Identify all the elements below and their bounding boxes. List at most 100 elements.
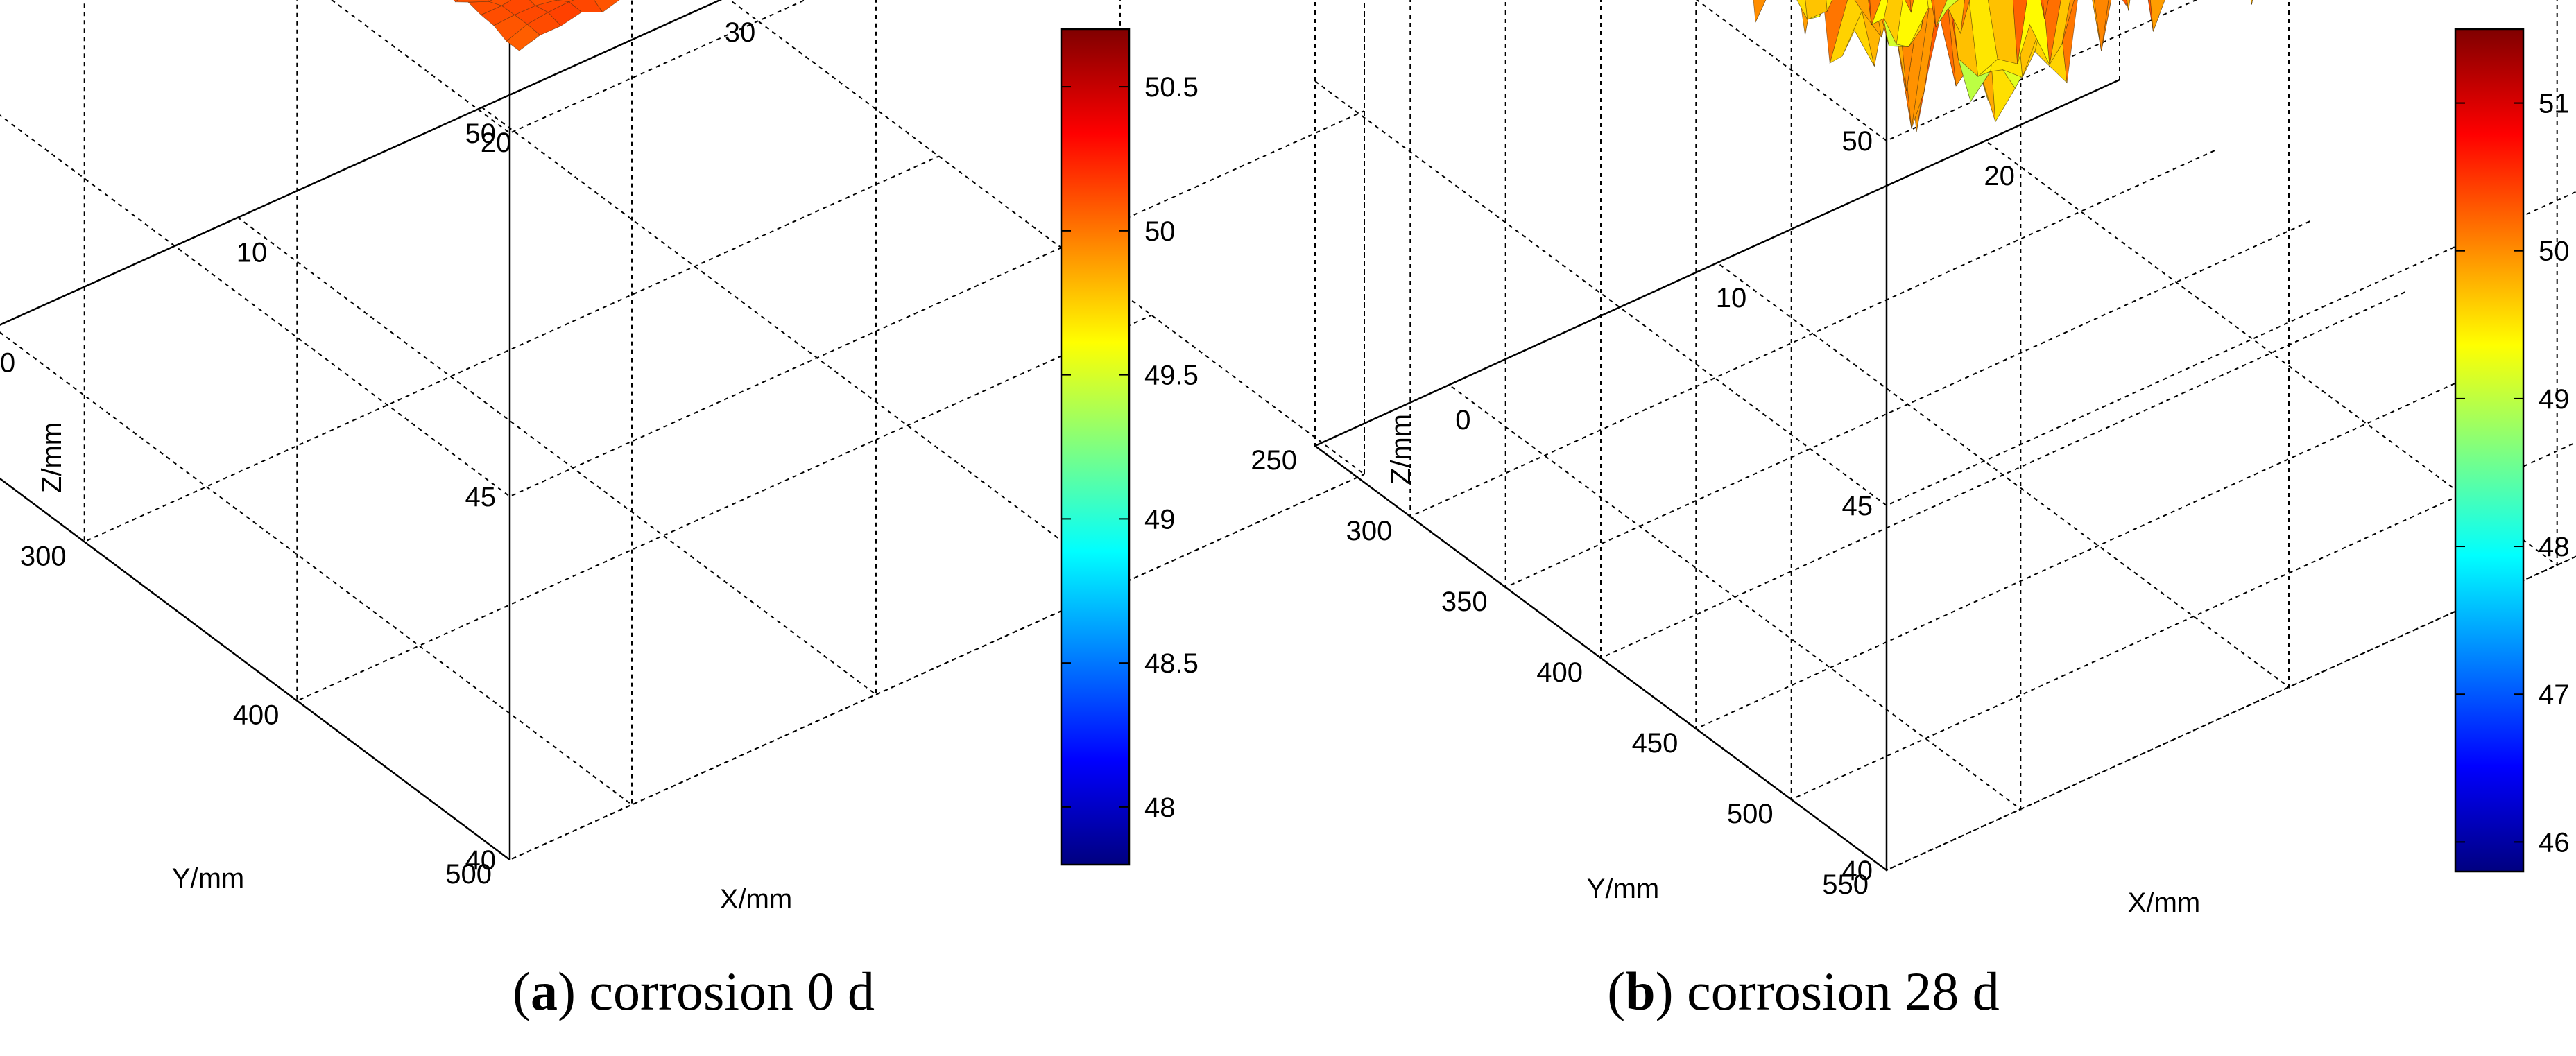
surface-patch (1868, 0, 1872, 25)
surface-patch (1871, 0, 1889, 26)
gridline-y (83, 0, 940, 543)
surface-patch (2049, 0, 2071, 65)
colorbar-gradient (2454, 28, 2525, 873)
surface-patch (2094, 0, 2109, 51)
surface-patch (1796, 0, 1808, 20)
y-axis-line (1314, 444, 1887, 872)
panel-b-colorbar: 46 47 48 49 50 51 (2454, 28, 2570, 873)
x-axis-line (1314, 78, 2120, 447)
surface-patch (2150, 0, 2165, 32)
surface-patch (1805, 0, 1828, 20)
x-tick-label: 20 (481, 128, 512, 158)
surface-patch (2251, 0, 2253, 5)
colorbar-tick-label: 50 (1144, 216, 1176, 247)
y-tick-label: 550 (1822, 869, 1869, 900)
surface-patch (1823, 0, 1848, 64)
surface-patch (2012, 0, 2027, 64)
surface-patch (2127, 0, 2131, 11)
z-tick-label: 40 (1842, 856, 1873, 886)
surface-patch (2101, 0, 2112, 51)
surface-patch (1829, 0, 1862, 64)
gridline-z (330, 0, 807, 135)
surface-patch (2250, 0, 2253, 5)
y-tick-label: 250 (1251, 445, 1297, 476)
gridline-y (1695, 0, 2501, 730)
panel-b-axes (1314, 0, 2120, 872)
caption-a-letter: a (530, 961, 558, 1021)
colorbar-tick-label: 49 (2539, 384, 2570, 415)
z-tick-label: 50 (465, 119, 497, 149)
x-tick-label: 30 (725, 17, 756, 48)
surface-patch (2122, 0, 2128, 6)
surface-patch (2040, 0, 2045, 19)
surface-patch (555, 0, 574, 2)
colorbar-tick-label: 49.5 (1144, 361, 1199, 391)
gridline-y (509, 0, 1365, 861)
gridline-y (1409, 0, 2215, 518)
x-axis-label: X/mm (720, 884, 792, 915)
caption-a-text: corrosion 0 d (589, 961, 875, 1021)
z-tick-label: 45 (1842, 491, 1873, 521)
colorbar-tick-label: 50.5 (1144, 72, 1199, 103)
surface-patch (1826, 0, 1832, 12)
x-tick-label: 0 (0, 348, 15, 379)
gridline-x (728, 0, 1365, 476)
colorbar-tick-label: 50 (2539, 236, 2570, 267)
gridline-z (1314, 445, 2576, 872)
panel-a-colorbar: 48 48.5 49 49.5 50 50.5 (1060, 28, 1199, 866)
gridline-x (1717, 0, 2290, 689)
surface-patch (1931, 0, 1937, 27)
y-tick-label: 350 (1441, 587, 1488, 617)
gridline-x (1985, 0, 2558, 566)
y-tick-label: 300 (20, 541, 67, 571)
panel-b-tick-labels: 010202503003504004505005504045505560 (1251, 126, 2015, 900)
surface-patch (2043, 0, 2061, 65)
panel-b-surface-plot: 010202503003504004505005504045505560X/mm… (1251, 0, 2576, 918)
surface-patch (1909, 0, 1914, 12)
surface-patch (1988, 0, 2018, 64)
y-tick-label: 450 (1632, 728, 1678, 759)
surface-patch (501, 0, 536, 15)
caption-b-text: corrosion 28 d (1687, 961, 2000, 1021)
gridline-y (0, 0, 722, 326)
surface-patch (1869, 0, 1882, 25)
gridline-x (0, 0, 633, 806)
panel-a-gridlines (0, 0, 1365, 861)
surface-patch (1935, 0, 1959, 28)
y-tick-label: 500 (445, 859, 492, 890)
surface-patch (1933, 0, 1948, 28)
surface-patch (1948, 0, 1959, 59)
surface-patch (594, 0, 620, 13)
surface-patch (488, 0, 492, 2)
caption-a: (a) corrosion 0 d (512, 961, 875, 1021)
surface-patch (453, 0, 458, 3)
z-axis-label: Z/mm (1386, 414, 1416, 485)
surface-patch (2147, 0, 2154, 32)
caption-b: (b) corrosion 28 d (1607, 961, 2000, 1021)
surface-patch (1948, 0, 1965, 35)
gridline-x (237, 0, 877, 696)
x-tick-label: 10 (1716, 283, 1747, 313)
y-tick-label: 500 (1727, 799, 1774, 829)
surface-patch (2092, 0, 2102, 51)
panel-b-gridlines (1314, 0, 2576, 872)
surface-patch (568, 0, 603, 12)
y-axis-line (0, 477, 510, 861)
gridline-y (296, 0, 1152, 702)
z-tick-label: 40 (465, 845, 497, 876)
surface-patch (454, 0, 490, 3)
surface-patch (1905, 0, 1912, 12)
y-tick-label: 400 (233, 700, 280, 731)
z-axis-label: Z/mm (37, 422, 67, 493)
surface-patch (1883, 0, 1903, 45)
surface-patch (2250, 0, 2252, 5)
caption-b-letter: b (1625, 961, 1656, 1021)
x-axis-label: X/mm (2128, 888, 2200, 918)
gridline-z (0, 474, 1365, 861)
panel-a-tick-labels: 01020302003004005004045505560 (0, 17, 756, 890)
x-tick-label: 20 (1984, 161, 2015, 191)
colorbar-tick-label: 48 (2539, 532, 2570, 562)
gridline-x (481, 0, 1121, 586)
